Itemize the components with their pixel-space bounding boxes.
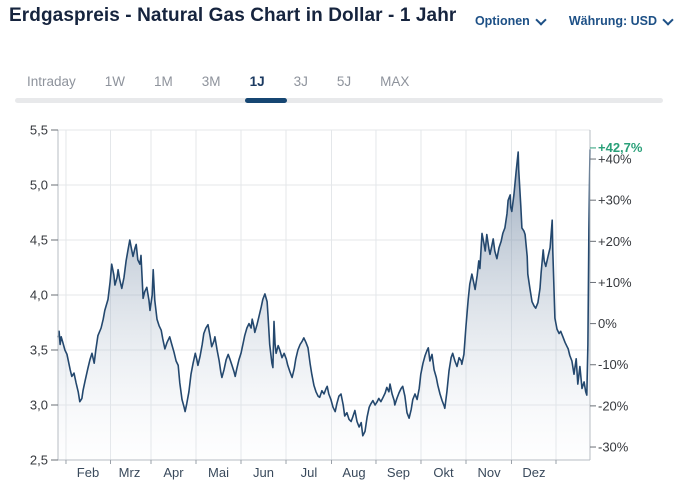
tab-5j[interactable]: 5J bbox=[336, 74, 352, 89]
options-dropdown[interactable]: Optionen bbox=[474, 13, 547, 28]
tab-max[interactable]: MAX bbox=[380, 74, 410, 89]
tab-1w[interactable]: 1W bbox=[104, 74, 126, 89]
svg-text:-20%: -20% bbox=[598, 398, 629, 413]
svg-text:Nov: Nov bbox=[477, 465, 501, 480]
svg-text:+40%: +40% bbox=[598, 152, 632, 167]
svg-text:Jun: Jun bbox=[253, 465, 274, 480]
svg-text:Apr: Apr bbox=[163, 465, 184, 480]
svg-text:Okt: Okt bbox=[433, 465, 454, 480]
svg-text:3,0: 3,0 bbox=[30, 398, 48, 413]
svg-text:4,5: 4,5 bbox=[30, 233, 48, 248]
svg-text:5,5: 5,5 bbox=[30, 123, 48, 138]
tab-1m[interactable]: 1M bbox=[154, 74, 173, 89]
price-chart[interactable]: 5,5 5,0 4,5 4,0 3,5 3,0 2,5 +40% +30% +20% +10% 0% -… bbox=[0, 105, 680, 495]
tab-3m[interactable]: 3M bbox=[201, 74, 221, 89]
page-title: Erdgaspreis - Natural Gas Chart in Dolla… bbox=[9, 5, 457, 26]
svg-text:+10%: +10% bbox=[598, 275, 632, 290]
tab-scrollbar-track[interactable] bbox=[15, 98, 663, 103]
chevron-down-icon bbox=[535, 13, 547, 26]
range-tab-bar: Intraday 1W 1M 3M 1J 3J 5J MAX bbox=[27, 74, 409, 89]
options-dropdown-label: Optionen bbox=[474, 14, 530, 28]
svg-text:Dez: Dez bbox=[522, 465, 545, 480]
svg-text:0%: 0% bbox=[598, 316, 617, 331]
svg-text:+42,7%: +42,7% bbox=[598, 140, 643, 155]
currency-dropdown[interactable]: Währung: USD bbox=[568, 13, 674, 28]
svg-text:Mai: Mai bbox=[208, 465, 229, 480]
chevron-down-icon bbox=[662, 13, 674, 26]
svg-text:Mrz: Mrz bbox=[119, 465, 141, 480]
svg-text:-30%: -30% bbox=[598, 440, 629, 455]
svg-text:Aug: Aug bbox=[342, 465, 365, 480]
tab-scrollbar-indicator[interactable] bbox=[245, 98, 287, 103]
svg-text:-10%: -10% bbox=[598, 357, 629, 372]
svg-text:Jul: Jul bbox=[301, 465, 318, 480]
svg-text:+30%: +30% bbox=[598, 193, 632, 208]
tab-intraday[interactable]: Intraday bbox=[27, 74, 76, 89]
svg-text:Feb: Feb bbox=[77, 465, 99, 480]
currency-dropdown-label: Währung: USD bbox=[568, 14, 657, 28]
svg-text:2,5: 2,5 bbox=[30, 453, 48, 468]
svg-text:5,0: 5,0 bbox=[30, 178, 48, 193]
svg-text:4,0: 4,0 bbox=[30, 288, 48, 303]
tab-1j[interactable]: 1J bbox=[249, 74, 265, 89]
svg-text:3,5: 3,5 bbox=[30, 343, 48, 358]
svg-text:+20%: +20% bbox=[598, 234, 632, 249]
svg-text:Sep: Sep bbox=[387, 465, 410, 480]
tab-3j[interactable]: 3J bbox=[293, 74, 308, 89]
header-controls: Optionen Währung: USD bbox=[474, 13, 674, 28]
